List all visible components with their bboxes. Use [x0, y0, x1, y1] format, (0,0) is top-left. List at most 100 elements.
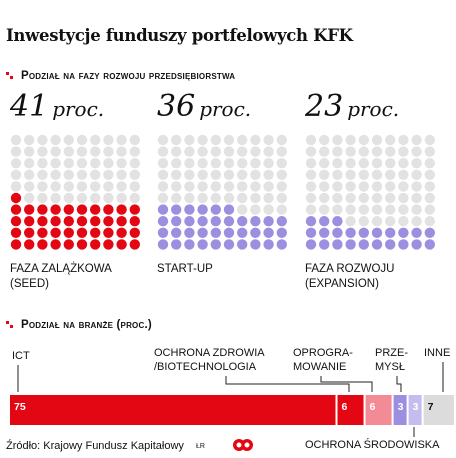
bar-segment-value: 6: [370, 401, 376, 413]
bar-segment-value: 6: [342, 401, 348, 413]
waffle-dot-empty: [116, 169, 127, 180]
waffle-dot-filled: [116, 204, 127, 215]
waffle-dot-filled: [76, 204, 88, 215]
waffle-dot-empty: [37, 146, 48, 157]
waffle-dot-empty: [184, 192, 195, 204]
waffle-dot-empty: [171, 169, 182, 180]
waffle-dot-empty: [116, 181, 127, 192]
waffle-dot-empty: [371, 216, 383, 227]
waffle-dot-filled: [10, 239, 22, 250]
waffle-dot-empty: [424, 158, 435, 169]
waffle-dot-empty: [103, 181, 114, 192]
waffle-dot-empty: [24, 134, 35, 146]
waffle-dot-empty: [319, 134, 330, 146]
waffle-dot-filled: [263, 216, 274, 227]
industry-label-line: MYSŁ: [375, 361, 405, 373]
waffle-dot-empty: [76, 169, 88, 180]
stage-expansion-unit: proc.: [347, 97, 400, 121]
bar-segment: [337, 395, 364, 425]
waffle-dot-empty: [210, 181, 221, 192]
waffle-dot-filled: [50, 227, 61, 238]
waffle-dot-empty: [250, 134, 261, 146]
waffle-dot-filled: [385, 239, 396, 250]
waffle-dot-empty: [305, 181, 317, 192]
waffle-dot-empty: [398, 181, 409, 192]
waffle-dot-empty: [237, 146, 248, 157]
waffle-dot-empty: [250, 158, 261, 169]
waffle-dot-empty: [116, 158, 127, 169]
waffle-dot-filled: [63, 239, 74, 250]
waffle-dot-filled: [129, 204, 140, 215]
waffle-dot-filled: [90, 216, 101, 227]
chart-title: Inwestycje funduszy portfelowych KFK: [6, 26, 353, 45]
waffle-dot-empty: [263, 134, 274, 146]
bar-segment-value: 3: [413, 401, 419, 413]
waffle-dot-empty: [63, 134, 74, 146]
waffle-dot-empty: [263, 158, 274, 169]
waffle-dot-empty: [345, 216, 356, 227]
waffle-dot-empty: [197, 146, 208, 157]
industry-environment-label: OCHRONA ŚRODOWISKA: [305, 439, 440, 451]
industry-label-line: OCHRONA ZDROWIA: [154, 347, 265, 359]
section-marker-icon: [6, 320, 15, 330]
waffle-dot-empty: [424, 146, 435, 157]
waffle-dot-filled: [424, 239, 435, 250]
waffle-dot-filled: [63, 216, 74, 227]
bar-segment-value: 7: [428, 401, 434, 413]
waffle-dot-empty: [37, 158, 48, 169]
publisher-logo-icon: [233, 439, 253, 451]
waffle-dot-empty: [10, 146, 22, 157]
waffle-dot-empty: [371, 134, 383, 146]
waffle-dot-empty: [385, 181, 396, 192]
waffle-dot-empty: [171, 192, 182, 204]
waffle-dot-empty: [385, 216, 396, 227]
waffle-dot-empty: [319, 181, 330, 192]
source-note: Źródło: Krajowy Fundusz Kapitałowy: [6, 440, 184, 452]
waffle-dot-filled: [103, 216, 114, 227]
waffle-dot-filled: [50, 239, 61, 250]
waffle-dot-empty: [398, 169, 409, 180]
waffle-dot-filled: [319, 216, 330, 227]
waffle-dot-filled: [319, 239, 330, 250]
waffle-dot-empty: [24, 158, 35, 169]
waffle-dot-empty: [197, 192, 208, 204]
waffle-dot-empty: [398, 192, 409, 204]
waffle-dot-empty: [197, 181, 208, 192]
waffle-dot-empty: [223, 169, 235, 180]
waffle-dot-empty: [332, 181, 343, 192]
waffle-dot-filled: [184, 204, 195, 215]
waffle-dot-empty: [411, 204, 422, 215]
waffle-dot-empty: [90, 146, 101, 157]
industry-ict-label: ICT: [12, 349, 30, 363]
waffle-dot-empty: [332, 192, 343, 204]
waffle-dot-empty: [319, 158, 330, 169]
waffle-dot-filled: [332, 227, 343, 238]
waffle-dot-empty: [24, 192, 35, 204]
waffle-dot-empty: [411, 169, 422, 180]
waffle-dot-filled: [129, 239, 140, 250]
waffle-dot-empty: [398, 146, 409, 157]
waffle-dot-empty: [358, 181, 369, 192]
waffle-dot-filled: [171, 239, 182, 250]
waffle-dot-empty: [305, 134, 317, 146]
waffle-dot-empty: [210, 169, 221, 180]
waffle-dot-filled: [171, 227, 182, 238]
waffle-dot-empty: [103, 146, 114, 157]
waffle-dot-empty: [263, 204, 274, 215]
waffle-dot-filled: [305, 216, 317, 227]
industry-label-line: /BIOTECHNOLOGIA: [154, 361, 257, 373]
waffle-dot-filled: [385, 227, 396, 238]
waffle-dot-filled: [371, 227, 383, 238]
waffle-dot-filled: [116, 216, 127, 227]
waffle-dot-empty: [223, 146, 235, 157]
waffle-dot-empty: [398, 216, 409, 227]
waffle-dot-filled: [63, 204, 74, 215]
waffle-dot-filled: [171, 216, 182, 227]
waffle-dot-filled: [37, 239, 48, 250]
waffle-dot-empty: [385, 158, 396, 169]
waffle-dot-filled: [424, 227, 435, 238]
waffle-dot-empty: [103, 192, 114, 204]
industry-software-label: OPROGRA- MOWANIE: [293, 346, 353, 374]
waffle-dot-empty: [371, 192, 383, 204]
waffle-dot-empty: [103, 169, 114, 180]
